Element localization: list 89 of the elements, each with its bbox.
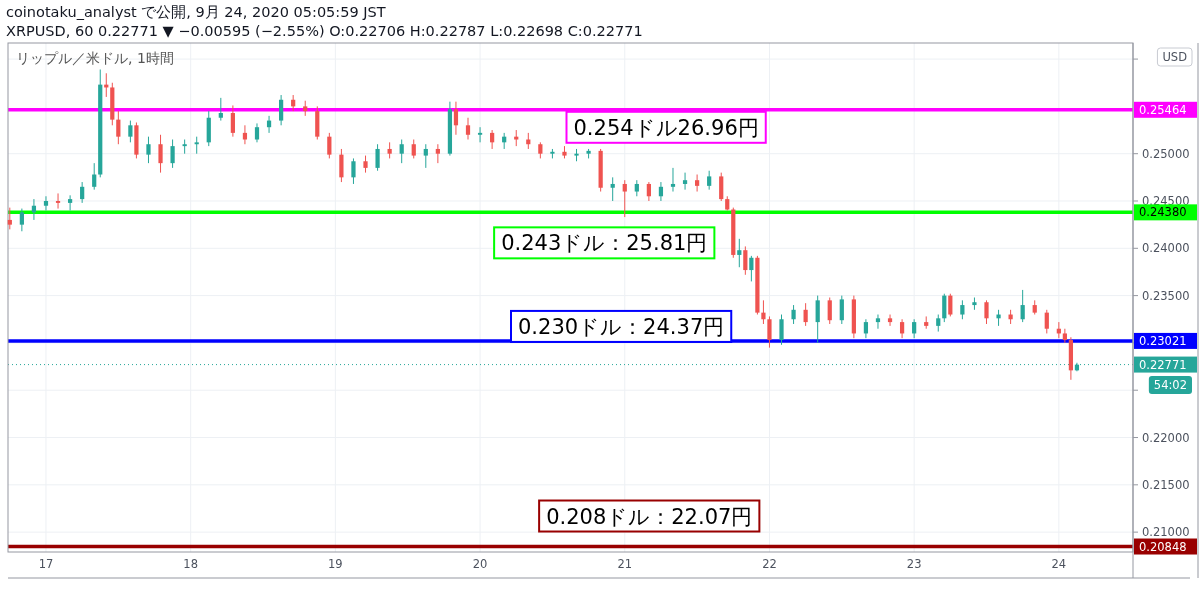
ref-line-label: 0.22771 [1139,357,1187,372]
candlestick [863,318,869,339]
candlestick [170,139,175,169]
candlestick [146,136,151,164]
candlestick [610,176,615,202]
candlestick [887,314,893,327]
ref-line-label: 0.20848 [1139,539,1187,554]
candlestick [80,181,85,204]
text: USD [1162,50,1188,64]
y-tick-label: 0.21000 [1142,525,1190,540]
candlestick [779,314,784,346]
candlestick [899,318,905,339]
chart-subtitle: coinotaku_analyst で公開, 9月 24, 2020 05:05:59 JST [6,4,386,20]
candlestick [128,120,133,143]
candlestick [984,299,989,325]
candlestick [960,299,965,320]
y-tick-label: 0.22000 [1142,430,1190,445]
candlestick [116,110,121,145]
candlestick [453,101,459,136]
candlestick [43,195,49,211]
candlestick [411,139,416,159]
ref-line-label: 0.24380 [1139,205,1187,220]
candlestick [375,143,380,172]
x-tick-label: 22 [762,557,777,571]
candlestick [670,167,676,193]
ref-line-label: 0.23021 [1139,333,1187,348]
candlestick [67,194,73,211]
candlestick [737,238,742,268]
candlestick [658,181,664,202]
candlestick [19,208,24,232]
candlestick [875,314,881,330]
x-tick-label: 17 [38,557,54,571]
candlestick [622,179,627,218]
candlestick [791,304,796,325]
annotation: 0.208ドル：22.07円 [546,504,753,529]
candlestick [92,162,97,191]
x-tick-label: 21 [617,557,633,571]
candlestick [743,245,748,276]
candlestick [912,318,917,339]
candlestick [279,94,284,126]
candlestick [218,97,223,122]
candlestick [465,117,471,140]
candlestick [719,172,724,202]
candlestick [477,126,483,143]
candlestick [1020,289,1025,323]
candlestick [815,295,820,344]
x-tick-label: 18 [183,557,198,571]
candlestick [158,134,163,174]
annotation: 0.254ドル26.96円 [573,115,759,140]
text: XRPUSD, 60 0.22771 ▼ −0.00595 (−2.55%) O:0.22706 H:0.22787 L:0.22698 C:0.22771 [6,23,643,39]
candlestick [230,104,235,138]
y-tick-label: 0.24000 [1142,241,1190,256]
x-tick-label: 23 [906,557,922,571]
candlestick [242,124,248,145]
candlestick [827,297,832,325]
candlestick [695,174,700,193]
x-tick-label: 24 [1051,557,1067,571]
candlestick [435,143,440,164]
y-tick-label: 0.23500 [1142,288,1190,303]
candlestick [839,295,844,325]
candlestick [399,139,404,164]
candlestick [7,207,12,230]
candlestick [707,170,712,191]
candlestick [423,143,428,169]
candlestick [761,299,766,325]
y-tick-label: 0.25000 [1142,146,1190,161]
candlestick [749,255,754,282]
text: リップル／米ドル, 1時間 [16,50,174,66]
candlestick [55,192,61,210]
candlestick [351,157,356,185]
candlestick [942,293,947,323]
candlestick [339,148,344,183]
candlestick [1062,328,1067,344]
candlestick [254,122,260,143]
candlestick [646,181,651,202]
x-tick-label: 19 [328,557,343,571]
x-tick-label: 20 [472,557,488,571]
candlestick [490,129,495,150]
candlestick [1044,309,1049,334]
text: 54:02 [1153,378,1187,392]
annotation: 0.243ドル：25.81円 [501,231,708,256]
candlestick [803,302,808,327]
candlestick [767,315,772,349]
candlestick [682,172,688,191]
ref-line-label: 0.25464 [1139,102,1187,117]
candlestick [948,293,953,317]
y-tick-label: 0.21500 [1142,477,1190,492]
candlestick [327,132,332,159]
annotation: 0.230ドル：24.37円 [518,314,725,339]
